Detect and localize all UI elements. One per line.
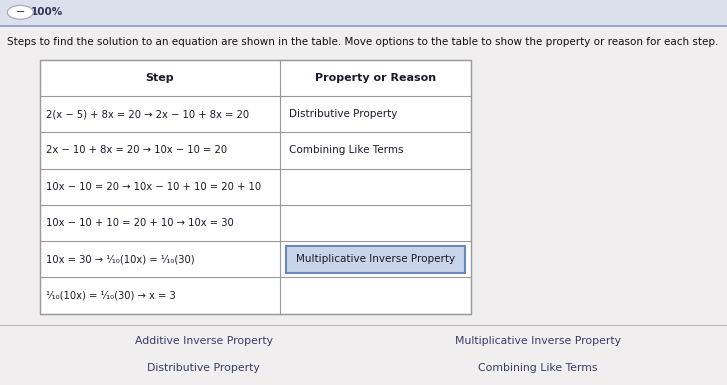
Text: Distributive Property: Distributive Property [289,109,397,119]
Circle shape [7,5,33,19]
Text: 2x − 10 + 8x = 20 → 10x − 10 = 20: 2x − 10 + 8x = 20 → 10x − 10 = 20 [46,146,227,156]
Text: Additive Inverse Property: Additive Inverse Property [134,336,273,346]
FancyBboxPatch shape [286,246,465,273]
Text: Multiplicative Inverse Property: Multiplicative Inverse Property [455,336,621,346]
Text: 100%: 100% [31,7,63,17]
FancyBboxPatch shape [0,27,727,385]
Text: Step: Step [145,73,174,83]
Text: 10x − 10 + 10 = 20 + 10 → 10x = 30: 10x − 10 + 10 = 20 + 10 → 10x = 30 [46,218,233,228]
Text: Multiplicative Inverse Property: Multiplicative Inverse Property [296,254,455,264]
Text: −: − [16,7,25,17]
Text: Combining Like Terms: Combining Like Terms [478,363,598,373]
Text: Steps to find the solution to an equation are shown in the table. Move options t: Steps to find the solution to an equatio… [7,37,719,47]
Text: Property or Reason: Property or Reason [315,73,436,83]
FancyBboxPatch shape [0,0,727,25]
Text: Combining Like Terms: Combining Like Terms [289,146,403,156]
FancyBboxPatch shape [40,60,471,314]
Text: 10x − 10 = 20 → 10x − 10 + 10 = 20 + 10: 10x − 10 = 20 → 10x − 10 + 10 = 20 + 10 [46,182,261,192]
Text: 2(x − 5) + 8x = 20 → 2x − 10 + 8x = 20: 2(x − 5) + 8x = 20 → 2x − 10 + 8x = 20 [46,109,249,119]
Text: Distributive Property: Distributive Property [147,363,260,373]
Text: ¹⁄₁₀(10x) = ¹⁄₁₀(30) → x = 3: ¹⁄₁₀(10x) = ¹⁄₁₀(30) → x = 3 [46,291,175,301]
FancyBboxPatch shape [0,25,727,28]
Text: 10x = 30 → ¹⁄₁₀(10x) = ¹⁄₁₀(30): 10x = 30 → ¹⁄₁₀(10x) = ¹⁄₁₀(30) [46,254,194,264]
